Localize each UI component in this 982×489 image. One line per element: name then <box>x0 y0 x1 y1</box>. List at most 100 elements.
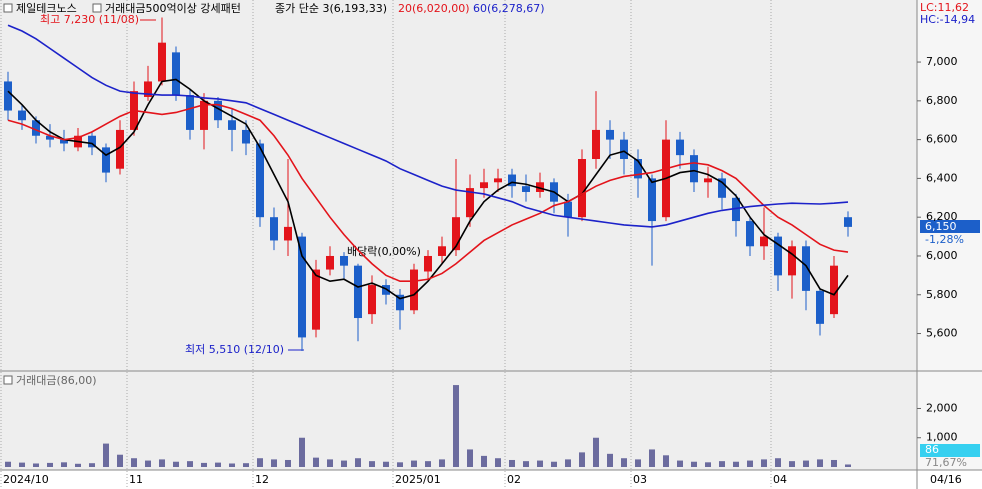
volume-title: 거래대금(86,00) <box>16 374 97 387</box>
volume-bar <box>61 462 67 467</box>
candle-body <box>452 217 460 251</box>
volume-bar <box>621 458 627 467</box>
candle-body <box>270 217 278 241</box>
volume-bar <box>537 460 543 467</box>
volume-tag-bg <box>920 444 980 457</box>
volume-bar <box>607 453 613 467</box>
volume-bar <box>551 461 557 467</box>
ma-line <box>7 103 849 282</box>
candle-body <box>732 197 740 222</box>
volume-bar <box>495 458 501 467</box>
candle-body <box>326 255 334 270</box>
candle-body <box>480 182 488 189</box>
legend-entry: 종가 단순 3(6,193,33) <box>275 2 387 15</box>
volume-bar <box>103 443 109 467</box>
candle-body <box>144 81 152 97</box>
hc: HC:-14,94 <box>920 13 975 26</box>
volume-bar <box>593 437 599 467</box>
volume-bar <box>523 461 529 467</box>
candle-body <box>648 178 656 222</box>
volume-bar <box>33 463 39 467</box>
x-tick-label: 2024/10 <box>3 473 49 486</box>
candle-body <box>214 100 222 121</box>
volume-bar <box>383 461 389 467</box>
candle-body <box>4 81 12 111</box>
x-tick-label: 2025/01 <box>395 473 441 486</box>
ratio-tag: 71,67% <box>925 456 967 469</box>
candle-body <box>228 120 236 130</box>
volume-bar <box>75 463 81 467</box>
candle-body <box>578 159 586 218</box>
volume-bar <box>369 461 375 467</box>
candle-body <box>396 294 404 311</box>
annotation: 배당락(0,00%) <box>347 245 421 258</box>
volume-bar <box>425 461 431 467</box>
volume-bar <box>789 461 795 467</box>
candle-body <box>354 265 362 319</box>
candle-body <box>32 120 40 136</box>
volume-bar <box>173 461 179 467</box>
candle-body <box>466 188 474 218</box>
volume-bar <box>691 461 697 467</box>
y-tick-label: 1,000 <box>926 431 958 444</box>
volume-bar <box>411 460 417 467</box>
last-date: 04/16 <box>930 473 962 486</box>
volume-bar <box>229 463 235 467</box>
candle-body <box>830 265 838 315</box>
candle-body <box>844 217 852 227</box>
x-tick-label: 04 <box>773 473 787 486</box>
volume-bar <box>187 461 193 467</box>
volume-bar <box>243 463 249 467</box>
candle-body <box>746 221 754 247</box>
volume-bar <box>215 462 221 467</box>
candle-body <box>242 129 250 144</box>
candle-body <box>424 255 432 272</box>
volume-bar <box>719 461 725 467</box>
axis-bg <box>917 0 982 470</box>
candle-body <box>186 95 194 130</box>
volume-bar <box>733 461 739 467</box>
price-tag: 6,150 <box>925 220 957 233</box>
candle-body <box>620 139 628 160</box>
candle-body <box>634 159 642 179</box>
volume-bar <box>159 459 165 467</box>
legend-entry: 20(6,020,00) <box>398 2 470 15</box>
lc: LC:11,62 <box>920 1 969 14</box>
volume-bar <box>831 459 837 467</box>
candle-body <box>46 135 54 140</box>
candle-body <box>536 182 544 192</box>
volume-bar <box>19 462 25 467</box>
y-tick-label: 2,000 <box>926 401 958 414</box>
y-tick-label: 5,800 <box>926 288 958 301</box>
volume-bar <box>565 459 571 467</box>
volume-bar <box>579 452 585 467</box>
candle-body <box>564 201 572 218</box>
icon <box>3 3 13 13</box>
volume-bar <box>257 458 263 467</box>
candle-body <box>18 110 26 121</box>
candle-body <box>760 236 768 247</box>
candle-body <box>438 246 446 256</box>
y-tick-label: 7,000 <box>926 55 958 68</box>
price-tag-bg <box>920 220 980 233</box>
volume-bar <box>355 458 361 467</box>
volume-bar <box>341 460 347 467</box>
volume-bar <box>803 460 809 467</box>
x-tick-label: 12 <box>255 473 269 486</box>
volume-bar <box>313 457 319 467</box>
volume-bar <box>47 462 53 467</box>
candle-body <box>116 129 124 169</box>
ma-line <box>7 78 849 300</box>
candle-body <box>718 178 726 198</box>
volume-bar <box>845 464 851 467</box>
y-tick-label: 6,200 <box>926 210 958 223</box>
candle-body <box>802 246 810 291</box>
volume-bar <box>271 459 277 467</box>
y-tick-label: 5,600 <box>926 327 958 340</box>
volume-bar <box>439 459 445 467</box>
volume-bar <box>677 460 683 467</box>
candle-body <box>606 129 614 140</box>
x-tick-label: 02 <box>507 473 521 486</box>
candle-body <box>774 236 782 276</box>
